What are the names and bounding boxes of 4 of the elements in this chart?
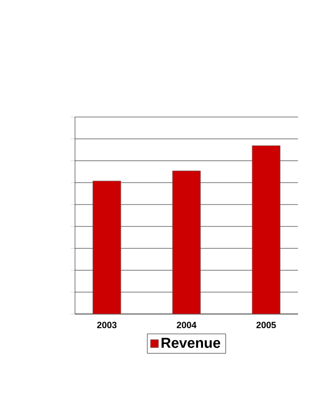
x-tick-label: 2004 [176,322,196,328]
x-tick-label: 2003 [97,322,117,328]
x-tick-label: 2005 [256,322,276,328]
legend-label: Revenue [162,338,220,348]
